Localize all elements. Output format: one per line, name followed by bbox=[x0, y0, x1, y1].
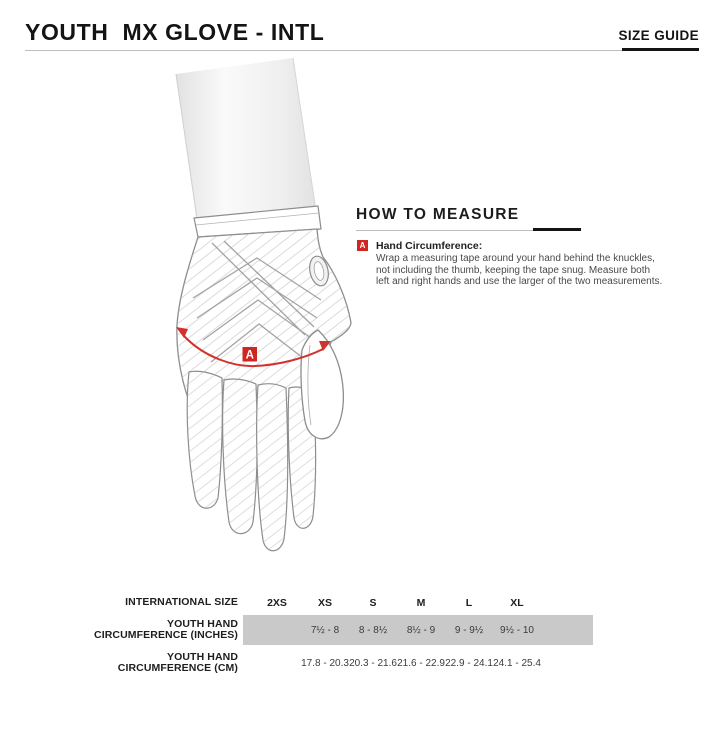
size-guide-label: SIZE GUIDE bbox=[618, 28, 699, 43]
hand-circumference-description: Wrap a measuring tape around your hand b… bbox=[376, 253, 662, 288]
size-header: XL bbox=[510, 597, 524, 609]
inches-value: 8 - 8½ bbox=[358, 624, 388, 636]
glove-fingers bbox=[186, 370, 317, 552]
inches-row: YOUTH HAND CIRCUMFERENCE (INCHES) 7½ - 8… bbox=[0, 615, 720, 645]
inches-value: 9½ - 10 bbox=[500, 624, 534, 636]
size-headers: 2XS XS S M L XL bbox=[253, 597, 541, 609]
glove-thumb bbox=[300, 329, 345, 440]
size-header: S bbox=[369, 597, 377, 609]
size-header: XS bbox=[317, 597, 332, 609]
cm-values: 17.8 - 20.3 20.3 - 21.6 21.6 - 22.9 22.9… bbox=[253, 658, 541, 669]
cm-value bbox=[253, 658, 301, 669]
glove-cuff bbox=[193, 205, 322, 238]
marker-a-badge: A bbox=[242, 347, 257, 362]
page-title: YOUTH MX GLOVE - INTL bbox=[25, 19, 325, 45]
header-divider bbox=[25, 50, 699, 51]
description-line: not including the thumb, keeping the tap… bbox=[376, 264, 651, 276]
inches-value bbox=[253, 625, 301, 636]
cm-row: YOUTH HAND CIRCUMFERENCE (CM) 17.8 - 20.… bbox=[0, 647, 720, 679]
description-line: Wrap a measuring tape around your hand b… bbox=[376, 253, 655, 264]
inches-values: 7½ - 8 8 - 8½ 8½ - 9 9 - 9½ 9½ - 10 bbox=[253, 625, 541, 636]
glove-illustration: A bbox=[175, 57, 352, 552]
size-header: M bbox=[416, 597, 426, 609]
inches-row-label-line: CIRCUMFERENCE (INCHES) bbox=[94, 629, 238, 641]
inches-row-highlight-band bbox=[243, 615, 593, 645]
cm-value: 21.6 - 22.9 bbox=[397, 657, 445, 669]
size-header: L bbox=[465, 597, 473, 609]
cm-value: 24.1 - 25.4 bbox=[493, 657, 541, 669]
inches-row-label-line: YOUTH HAND bbox=[167, 617, 238, 630]
strap-loop bbox=[309, 255, 329, 287]
cm-row-label-line: CIRCUMFERENCE (CM) bbox=[117, 662, 238, 674]
inches-row-label: YOUTH HAND CIRCUMFERENCE (INCHES) bbox=[0, 617, 238, 642]
hand-circumference-title: Hand Circumference: bbox=[376, 240, 483, 252]
cm-value: 17.8 - 20.3 bbox=[301, 657, 349, 669]
cm-value: 20.3 - 21.6 bbox=[349, 657, 397, 669]
inches-value: 8½ - 9 bbox=[406, 624, 436, 636]
inches-value: 7½ - 8 bbox=[310, 624, 340, 636]
measure-divider bbox=[356, 230, 533, 231]
svg-text:A: A bbox=[246, 350, 254, 362]
how-to-measure-heading: HOW TO MEASURE bbox=[356, 206, 520, 223]
hand-circumference-marker-icon: A bbox=[357, 240, 368, 251]
size-row: INTERNATIONAL SIZE 2XS XS S M L XL bbox=[0, 596, 720, 610]
header-divider-accent bbox=[622, 48, 699, 51]
size-row-label: INTERNATIONAL SIZE bbox=[125, 596, 238, 609]
cm-value: 22.9 - 24.1 bbox=[445, 657, 493, 669]
measure-arc bbox=[176, 327, 331, 368]
description-line: left and right hands and use the larger … bbox=[376, 276, 663, 288]
forearm-shape bbox=[175, 57, 317, 220]
cm-row-label-line: YOUTH HAND bbox=[167, 650, 238, 663]
measure-divider-accent bbox=[533, 228, 581, 231]
star-graphic bbox=[192, 240, 322, 363]
cm-row-label: YOUTH HAND CIRCUMFERENCE (CM) bbox=[0, 650, 238, 675]
inches-value: 9 - 9½ bbox=[454, 624, 484, 636]
size-header: 2XS bbox=[267, 597, 287, 609]
